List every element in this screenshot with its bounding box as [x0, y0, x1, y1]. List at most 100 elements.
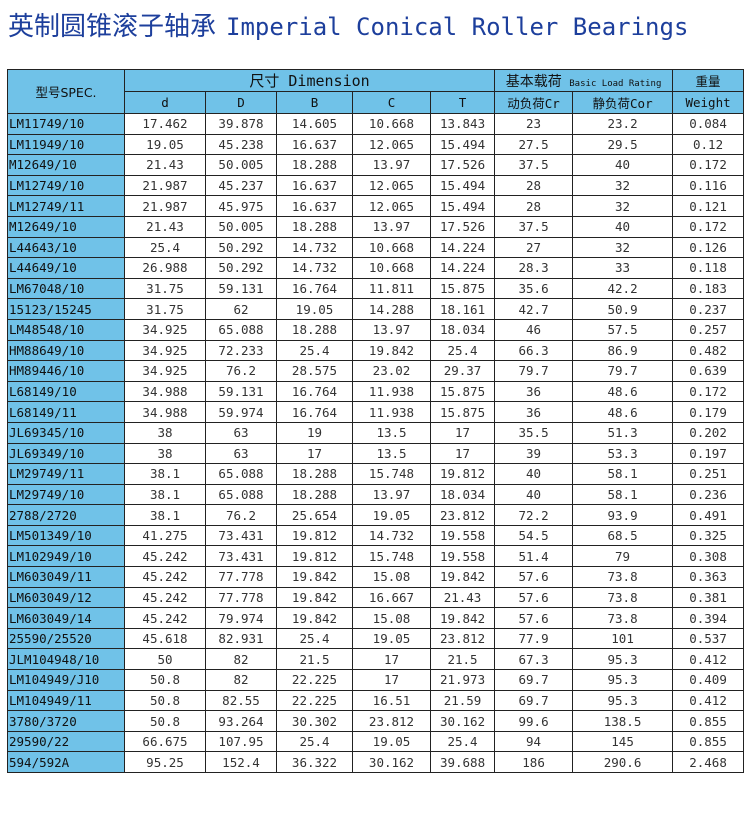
table-row: LM12749/10 21.987 45.237 16.637 12.065 15.494… — [7, 174, 745, 197]
cell-d: 50.8 — [124, 669, 206, 691]
cell-cor: 58.1 — [572, 463, 674, 485]
table-row: 25590/25520 45.618 82.931 25.4 19.05 23.812 77… — [7, 627, 745, 650]
cell-T: 21.59 — [429, 689, 496, 712]
table-row: 15123/15245 31.75 62 19.05 14.288 18.161 42.7 5… — [7, 298, 745, 320]
cell-D: 45.237 — [205, 174, 277, 197]
cell-D: 50.005 — [205, 215, 277, 238]
cell-spec: JL69345/10 — [7, 421, 125, 444]
cell-T: 14.224 — [429, 236, 496, 259]
cell-weight: 0.639 — [672, 360, 745, 382]
cell-cor: 42.2 — [572, 277, 674, 300]
cell-D: 79.974 — [205, 607, 277, 629]
cell-B: 16.637 — [276, 174, 353, 197]
cell-spec: LM48548/10 — [7, 318, 125, 341]
cell-weight: 0.179 — [672, 401, 745, 423]
cell-weight: 0.172 — [672, 154, 745, 176]
cell-weight: 0.236 — [672, 483, 745, 506]
cell-cor: 73.8 — [572, 607, 674, 629]
cell-B: 16.764 — [276, 277, 353, 300]
cell-cr: 77.9 — [494, 627, 574, 650]
cell-spec: 25590/25520 — [7, 627, 125, 650]
cell-T: 18.034 — [429, 483, 496, 506]
cell-cr: 186 — [494, 751, 574, 773]
cell-d: 31.75 — [124, 277, 206, 300]
cell-B: 17 — [276, 442, 353, 465]
cell-B: 19 — [276, 421, 353, 444]
cell-C: 15.08 — [352, 607, 431, 629]
cell-T: 18.161 — [429, 298, 496, 320]
table-row: LM11749/10 17.462 39.878 14.605 10.668 13.843… — [7, 113, 745, 135]
cell-T: 17.526 — [429, 154, 496, 176]
cell-cor: 57.5 — [572, 318, 674, 341]
cell-cor: 23.2 — [572, 113, 674, 135]
cell-C: 14.288 — [352, 298, 431, 320]
cell-D: 93.264 — [205, 710, 277, 732]
cell-C: 17 — [352, 648, 431, 671]
header-spec: 型号SPEC. — [7, 69, 125, 114]
cell-D: 63 — [205, 421, 277, 444]
cell-weight: 0.172 — [672, 380, 745, 403]
cell-B: 18.288 — [276, 483, 353, 506]
cell-C: 30.162 — [352, 751, 431, 773]
cell-D: 59.131 — [205, 380, 277, 403]
cell-B: 16.764 — [276, 401, 353, 423]
cell-weight: 0.537 — [672, 627, 745, 650]
header-B: B — [276, 91, 353, 114]
cell-C: 15.08 — [352, 566, 431, 588]
cell-D: 59.131 — [205, 277, 277, 300]
cell-cor: 50.9 — [572, 298, 674, 320]
cell-cr: 37.5 — [494, 154, 574, 176]
cell-D: 45.238 — [205, 133, 277, 156]
cell-spec: LM12749/11 — [7, 195, 125, 217]
table-row: LM501349/10 41.275 73.431 19.812 14.732 19.55… — [7, 524, 745, 547]
cell-T: 17 — [429, 442, 496, 465]
cell-d: 34.988 — [124, 380, 206, 403]
cell-spec: HM88649/10 — [7, 339, 125, 362]
table-row: HM88649/10 34.925 72.233 25.4 19.842 25.4 66.3… — [7, 339, 745, 362]
cell-C: 23.02 — [352, 360, 431, 382]
cell-C: 15.748 — [352, 463, 431, 485]
cell-cr: 27.5 — [494, 133, 574, 156]
cell-d: 34.925 — [124, 360, 206, 382]
page-title: 英制圆锥滚子轴承 Imperial Conical Roller Bearings — [8, 6, 688, 43]
table-row: JLM104948/10 50 82 21.5 17 21.5 67.3 95.3 0.412 — [7, 648, 745, 671]
cell-spec: 29590/22 — [7, 730, 125, 753]
cell-T: 15.494 — [429, 174, 496, 197]
cell-d: 34.925 — [124, 318, 206, 341]
cell-T: 21.5 — [429, 648, 496, 671]
table-body: LM11749/10 17.462 39.878 14.605 10.668 13.843… — [7, 113, 745, 773]
cell-B: 19.842 — [276, 607, 353, 629]
cell-T: 30.162 — [429, 710, 496, 732]
header-weight-en: Weight — [672, 91, 745, 114]
cell-T: 19.842 — [429, 566, 496, 588]
cell-spec: JLM104948/10 — [7, 648, 125, 671]
cell-d: 25.4 — [124, 236, 206, 259]
cell-C: 11.938 — [352, 401, 431, 423]
cell-cr: 39 — [494, 442, 574, 465]
table-row: M12649/10 21.43 50.005 18.288 13.97 17.526 37.… — [7, 154, 745, 176]
cell-B: 25.4 — [276, 339, 353, 362]
cell-cor: 95.3 — [572, 669, 674, 691]
cell-cor: 95.3 — [572, 689, 674, 712]
cell-B: 19.05 — [276, 298, 353, 320]
cell-B: 36.322 — [276, 751, 353, 773]
cell-B: 16.637 — [276, 195, 353, 217]
cell-cr: 35.6 — [494, 277, 574, 300]
cell-cr: 42.7 — [494, 298, 574, 320]
cell-weight: 0.12 — [672, 133, 745, 156]
cell-spec: LM11949/10 — [7, 133, 125, 156]
cell-cr: 27 — [494, 236, 574, 259]
cell-T: 23.812 — [429, 504, 496, 526]
cell-weight: 0.084 — [672, 113, 745, 135]
header-D: D — [205, 91, 277, 114]
cell-d: 21.43 — [124, 215, 206, 238]
cell-weight: 0.118 — [672, 257, 745, 279]
cell-D: 72.233 — [205, 339, 277, 362]
cell-C: 19.05 — [352, 627, 431, 650]
cell-cor: 86.9 — [572, 339, 674, 362]
cell-T: 21.43 — [429, 586, 496, 609]
cell-B: 18.288 — [276, 215, 353, 238]
cell-weight: 0.363 — [672, 566, 745, 588]
cell-C: 19.842 — [352, 339, 431, 362]
cell-spec: M12649/10 — [7, 154, 125, 176]
